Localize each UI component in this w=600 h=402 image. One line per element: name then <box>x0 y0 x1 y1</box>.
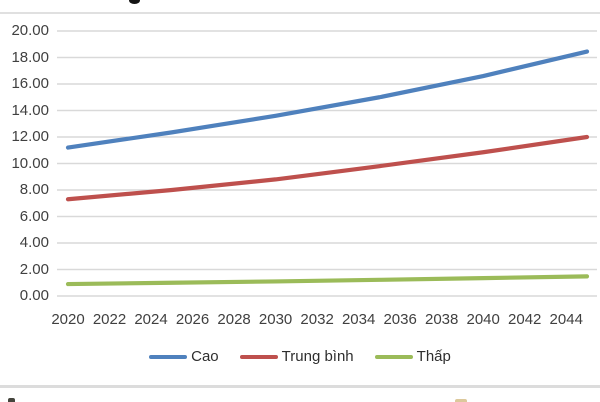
x-tick-label: 2038 <box>424 311 459 328</box>
legend-label: Cao <box>191 348 219 365</box>
cropped-caption-highlight-fragment <box>455 399 467 402</box>
chart-legend: Cao Trung bình Thấp <box>0 346 600 368</box>
legend-item-trung-bình: Trung bình <box>239 347 354 367</box>
legend-swatch <box>374 354 413 360</box>
y-tick-label: 2.00 <box>19 260 49 278</box>
legend-label: Thấp <box>416 348 451 365</box>
legend-label: Trung bình <box>281 348 354 365</box>
legend-item-cao: Cao <box>149 347 219 367</box>
x-tick-label: 2040 <box>466 311 500 328</box>
series-line-cao <box>65 49 590 150</box>
y-tick-label: 16.00 <box>11 75 49 92</box>
y-tick-label: 8.00 <box>19 181 49 198</box>
legend-item-thấp: Thấp <box>374 347 451 367</box>
top-divider <box>0 12 600 14</box>
y-tick-label: 18.00 <box>11 48 49 66</box>
x-tick-label: 2026 <box>175 311 210 328</box>
y-tick-label: 20.00 <box>11 22 49 39</box>
x-tick-label: 2020 <box>51 311 85 328</box>
series-line-thấp <box>65 274 590 287</box>
x-tick-label: 2044 <box>549 311 583 328</box>
y-tick-label: 6.00 <box>19 207 49 225</box>
series-line-trung-bình <box>65 134 590 202</box>
bottom-divider <box>0 385 600 388</box>
y-tick-label: 10.00 <box>11 154 49 172</box>
x-tick-label: 2034 <box>341 311 376 328</box>
y-tick-label: 0.00 <box>19 287 49 304</box>
x-tick-label: 2042 <box>508 311 542 328</box>
y-tick-label: 14.00 <box>11 101 49 119</box>
y-tick-label: 4.00 <box>19 234 49 251</box>
legend-swatch <box>239 354 278 360</box>
x-tick-label: 2024 <box>134 311 168 328</box>
y-tick-label: 12.00 <box>11 128 49 145</box>
x-tick-label: 2030 <box>258 311 293 328</box>
cropped-title-text-fragment <box>129 0 140 4</box>
x-tick-label: 2032 <box>300 311 334 328</box>
x-tick-label: 2036 <box>383 311 417 328</box>
x-tick-label: 2022 <box>92 311 127 328</box>
legend-swatch <box>149 354 188 360</box>
x-tick-label: 2028 <box>217 311 251 328</box>
cropped-caption-text-fragment <box>8 398 15 402</box>
